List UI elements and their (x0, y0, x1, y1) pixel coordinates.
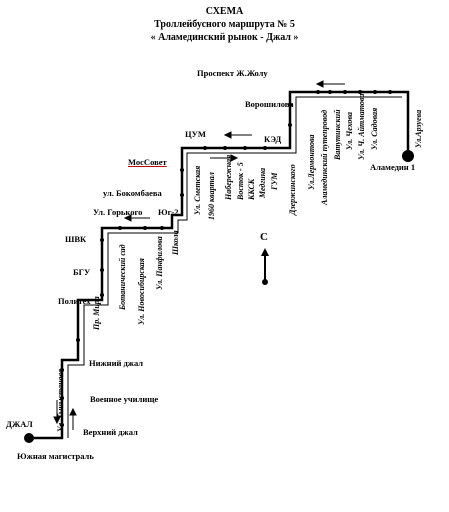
compass-north-label: С (260, 231, 268, 243)
label-bokombaeva: ул. Бокомбаева (103, 188, 162, 198)
vlabel-kkc: ККСК (247, 178, 256, 200)
route-endpoints: « Аламединский рынок - Джал » (150, 32, 299, 43)
label-verhniy-dzhal-text: Верхний джал (83, 427, 138, 437)
route-title: Троллейбусного маршрута № 5 (154, 19, 295, 30)
north-arrow-icon (261, 248, 269, 285)
vlabel-botanicheskiy: Ботанический сад (118, 244, 127, 310)
vlabel-panfilova: Ул. Панфилова (155, 236, 164, 290)
label-voennoe: Военное училище (90, 394, 159, 404)
vlabel-lermontova: Ул.Лермонтова (307, 134, 316, 190)
vlabel-tynystanova: Ул. Тыныстанова (56, 368, 65, 432)
stop-dots (60, 90, 392, 427)
label-gorkogo: Ул. Горького (93, 207, 143, 217)
label-bgu: БГУ (73, 267, 91, 277)
trolleybus-return-line (67, 96, 402, 438)
label-prospect: Проспект Ж.Жолу (197, 68, 268, 78)
vlabel-arsenyu: Ул.Арзуева (414, 109, 423, 148)
vlabel-sadovaya: Ул. Садовая (370, 107, 379, 150)
label-alamedin: Аламедин 1 (370, 162, 416, 172)
vlabel-shkola: Школа (171, 230, 180, 255)
label-dzhal: ДЖАЛ (6, 419, 33, 429)
label-mossovet: МосСовет (128, 157, 167, 167)
label-voroshilova: Ворошилова (245, 99, 294, 109)
label-verhniy-dzhal: Верхний джал (83, 427, 138, 437)
terminal-dzhal (24, 433, 34, 443)
label-ked: КЭД (264, 134, 282, 144)
vlabel-dzerzhinskogo: Дзержинского (288, 164, 297, 215)
label-tsum: ЦУМ (185, 129, 206, 139)
vlabel-smetskaya: Ул. Сметская (193, 165, 202, 215)
vlabel-vatutinskiy: Ватутинский (333, 109, 342, 160)
vlabel-1960: 1960 квартал (207, 172, 216, 220)
label-yug2: Юг-2 (158, 207, 179, 217)
vlabel-medicina: Медгина (258, 167, 267, 198)
vlabel-chekhova: Ул. Чехова (345, 111, 354, 150)
label-shvk: ШВК (65, 234, 87, 244)
vlabel-alamedinskiy: Аламединский путепровод (320, 109, 329, 205)
label-nizhniy-dzhal: Нижний джал (89, 358, 144, 368)
vlabel-pr-mira: Пр. Мира (92, 296, 101, 330)
vlabel-gum: ГУМ (270, 172, 279, 190)
vlabel-chuykova: Ул. Ч. Айтматова (357, 93, 366, 160)
vlabel-naberezhnaya: Набережная (224, 154, 233, 200)
vlabel-novosibirskaya: Ул. Новосибирская (137, 258, 146, 325)
vlabel-vostok5: Восток - 5 (236, 162, 245, 200)
direction-arrows (53, 80, 345, 430)
scheme-title: СХЕМА (205, 6, 244, 17)
label-yuzhnaya: Южная магистраль (17, 451, 94, 461)
terminal-alamedin (402, 150, 414, 162)
label-politeh: Политех (58, 296, 91, 306)
